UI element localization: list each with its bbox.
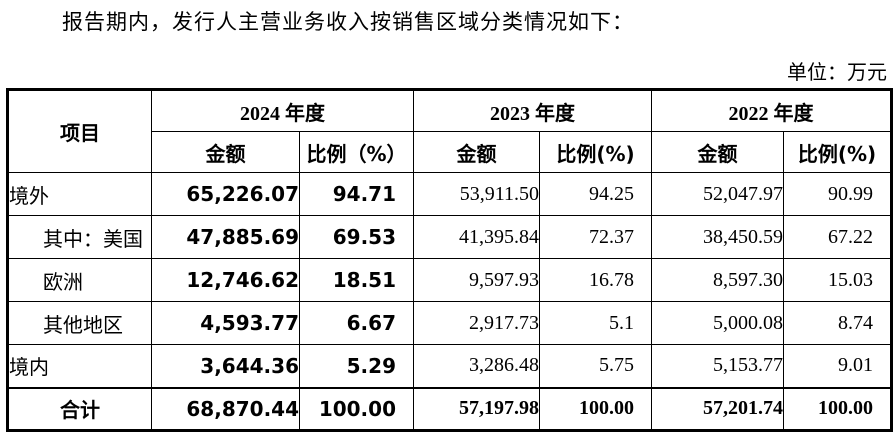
item-cell: 其中：美国 [7, 215, 152, 259]
amount-header-2023: 金额 [413, 131, 540, 173]
year-header-2022: 2022 年度 [651, 89, 892, 132]
ratio-cell-2023: 72.37 [539, 215, 652, 259]
amount-cell-2023: 9,597.93 [413, 258, 540, 302]
ratio-cell-2023: 100.00 [539, 386, 652, 431]
revenue-by-region-table: 项目 2024 年度 2023 年度 2022 年度 金额 比例（%） 金额 比… [6, 88, 893, 432]
item-column-header: 项目 [7, 89, 152, 173]
amount-cell-2023: 41,395.84 [413, 215, 540, 259]
amount-cell-2024: 68,870.44 [151, 386, 300, 431]
intro-text: 报告期内，发行人主营业务收入按销售区域分类情况如下： [62, 10, 634, 34]
amount-cell-2022: 57,201.74 [651, 386, 784, 431]
ratio-cell-2024: 5.29 [299, 344, 414, 388]
amount-cell-2022: 38,450.59 [651, 215, 784, 259]
amount-cell-2024: 12,746.62 [151, 258, 300, 302]
amount-cell-2024: 65,226.07 [151, 172, 300, 216]
ratio-cell-2022: 9.01 [783, 344, 892, 388]
ratio-cell-2024: 100.00 [299, 386, 414, 431]
ratio-header-2024: 比例（%） [299, 131, 414, 173]
amount-cell-2022: 5,000.08 [651, 301, 784, 345]
amount-header-2022: 金额 [651, 131, 784, 173]
year-header-2023: 2023 年度 [413, 89, 652, 132]
year-header-2024: 2024 年度 [151, 89, 414, 132]
amount-cell-2023: 57,197.98 [413, 386, 540, 431]
ratio-cell-2022: 90.99 [783, 172, 892, 216]
item-cell: 其他地区 [7, 301, 152, 345]
ratio-header-2023: 比例(%) [539, 131, 652, 173]
table-row-other-regions: 其他地区 4,593.77 6.67 2,917.73 5.1 5,000.08… [7, 301, 892, 345]
amount-cell-2024: 4,593.77 [151, 301, 300, 345]
ratio-cell-2024: 69.53 [299, 215, 414, 259]
amount-cell-2023: 53,911.50 [413, 172, 540, 216]
ratio-cell-2022: 15.03 [783, 258, 892, 302]
unit-label: 单位：万元 [787, 62, 887, 84]
table-row-domestic: 境内 3,644.36 5.29 3,286.48 5.75 5,153.77 … [7, 344, 892, 388]
table-row-usa: 其中：美国 47,885.69 69.53 41,395.84 72.37 38… [7, 215, 892, 259]
amount-cell-2022: 8,597.30 [651, 258, 784, 302]
ratio-cell-2024: 94.71 [299, 172, 414, 216]
item-cell: 境内 [7, 344, 152, 388]
ratio-cell-2024: 6.67 [299, 301, 414, 345]
table-row-total: 合计 68,870.44 100.00 57,197.98 100.00 57,… [7, 386, 892, 431]
item-cell: 合计 [7, 386, 152, 431]
ratio-cell-2023: 5.75 [539, 344, 652, 388]
amount-cell-2023: 3,286.48 [413, 344, 540, 388]
ratio-cell-2023: 5.1 [539, 301, 652, 345]
amount-cell-2022: 5,153.77 [651, 344, 784, 388]
item-cell: 境外 [7, 172, 152, 216]
amount-cell-2023: 2,917.73 [413, 301, 540, 345]
amount-cell-2024: 47,885.69 [151, 215, 300, 259]
ratio-cell-2022: 100.00 [783, 386, 892, 431]
ratio-cell-2023: 16.78 [539, 258, 652, 302]
ratio-cell-2023: 94.25 [539, 172, 652, 216]
amount-cell-2022: 52,047.97 [651, 172, 784, 216]
ratio-cell-2024: 18.51 [299, 258, 414, 302]
ratio-cell-2022: 8.74 [783, 301, 892, 345]
header-row-years: 项目 2024 年度 2023 年度 2022 年度 [7, 89, 892, 173]
table-row-overseas: 境外 65,226.07 94.71 53,911.50 94.25 52,04… [7, 172, 892, 216]
amount-header-2024: 金额 [151, 131, 300, 173]
table-row-europe: 欧洲 12,746.62 18.51 9,597.93 16.78 8,597.… [7, 258, 892, 302]
ratio-header-2022: 比例(%) [783, 131, 892, 173]
ratio-cell-2022: 67.22 [783, 215, 892, 259]
item-cell: 欧洲 [7, 258, 152, 302]
amount-cell-2024: 3,644.36 [151, 344, 300, 388]
